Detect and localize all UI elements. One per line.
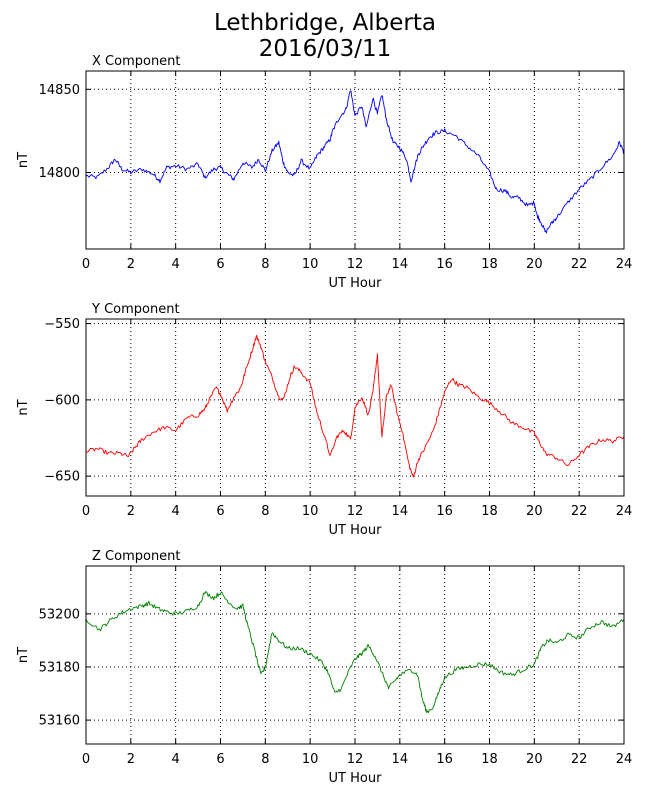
panel-3-y-axis-label: nT: [16, 647, 31, 663]
panel-1-series-line: [85, 90, 625, 234]
panel-1-y-tick-label: 14850: [39, 83, 80, 98]
panel-3-x-tick-label: 10: [302, 752, 319, 767]
panel-3-x-tick-label: 6: [216, 752, 224, 767]
panel-3-y-tick-label: 53200: [39, 607, 80, 622]
panel-2-title: Y Component: [91, 302, 180, 317]
panel-2-x-tick-label: 4: [172, 504, 180, 519]
panel-1-x-tick-label: 2: [127, 257, 135, 272]
panel-3-x-tick-label: 8: [261, 752, 269, 767]
panel-2-y-tick-label: −600: [44, 393, 80, 408]
panel-1-x-tick-label: 24: [616, 257, 633, 272]
panel-1-y-axis-label: nT: [16, 152, 31, 168]
panel-3-x-tick-label: 4: [172, 752, 180, 767]
panel-2-x-tick-label: 22: [571, 504, 588, 519]
figure-title-line2: 2016/03/11: [258, 36, 392, 62]
panel-2-x-axis-label: UT Hour: [329, 523, 383, 538]
panel-3-x-tick-label: 0: [82, 752, 90, 767]
panel-3-x-axis-label: UT Hour: [329, 771, 383, 786]
panel-3-x-tick-label: 2: [127, 752, 135, 767]
panel-1-x-tick-label: 0: [82, 257, 90, 272]
panel-2-x-tick-label: 18: [481, 504, 498, 519]
panel-2-series-line: [85, 334, 625, 478]
panel-1-x-tick-label: 8: [261, 257, 269, 272]
panel-2-y-axis-label: nT: [16, 399, 31, 415]
panel-2-y-tick-label: −650: [44, 470, 80, 485]
figure-title: Lethbridge, Alberta 2016/03/11: [0, 10, 650, 62]
panel-3-y-tick-label: 53160: [39, 714, 80, 729]
panel-2-x-tick-label: 16: [436, 504, 453, 519]
panel-1-x-tick-label: 4: [172, 257, 180, 272]
panel-3-x-tick-label: 14: [392, 752, 409, 767]
panel-1-x-tick-label: 18: [481, 257, 498, 272]
panel-1-title: X Component: [92, 54, 181, 69]
panel-3-x-tick-label: 20: [526, 752, 543, 767]
panel-1-x-tick-label: 22: [571, 257, 588, 272]
panel-2-x-tick-label: 14: [392, 504, 409, 519]
panel-3-x-tick-label: 12: [347, 752, 364, 767]
panel-3-series-line: [85, 591, 625, 714]
panel-2-x-tick-label: 0: [82, 504, 90, 519]
panel-1-x-tick-label: 12: [347, 257, 364, 272]
panel-2-x-tick-label: 10: [302, 504, 319, 519]
panel-3-title: Z Component: [92, 549, 181, 564]
panel-1-x-tick-label: 14: [392, 257, 409, 272]
panel-2-x-tick-label: 12: [347, 504, 364, 519]
panel-2-x-tick-label: 20: [526, 504, 543, 519]
panel-1-x-tick-label: 20: [526, 257, 543, 272]
panel-1-x-tick-label: 16: [436, 257, 453, 272]
panel-2-y-tick-label: −550: [44, 317, 80, 332]
panel-3-y-tick-label: 53180: [39, 660, 80, 675]
panel-3-x-tick-label: 18: [481, 752, 498, 767]
panel-1-x-axis-label: UT Hour: [329, 276, 383, 291]
panel-2-x-tick-label: 24: [616, 504, 633, 519]
panel-3-x-tick-label: 22: [571, 752, 588, 767]
panel-2-x-tick-label: 6: [216, 504, 224, 519]
panel-3-x-tick-label: 16: [436, 752, 453, 767]
figure-title-line1: Lethbridge, Alberta: [213, 10, 436, 36]
panel-2-x-tick-label: 2: [127, 504, 135, 519]
panel-1-x-tick-label: 6: [216, 257, 224, 272]
panel-2-x-tick-label: 8: [261, 504, 269, 519]
panel-1-x-tick-label: 10: [302, 257, 319, 272]
panel-3-x-tick-label: 24: [616, 752, 633, 767]
panel-1-y-tick-label: 14800: [39, 166, 80, 181]
